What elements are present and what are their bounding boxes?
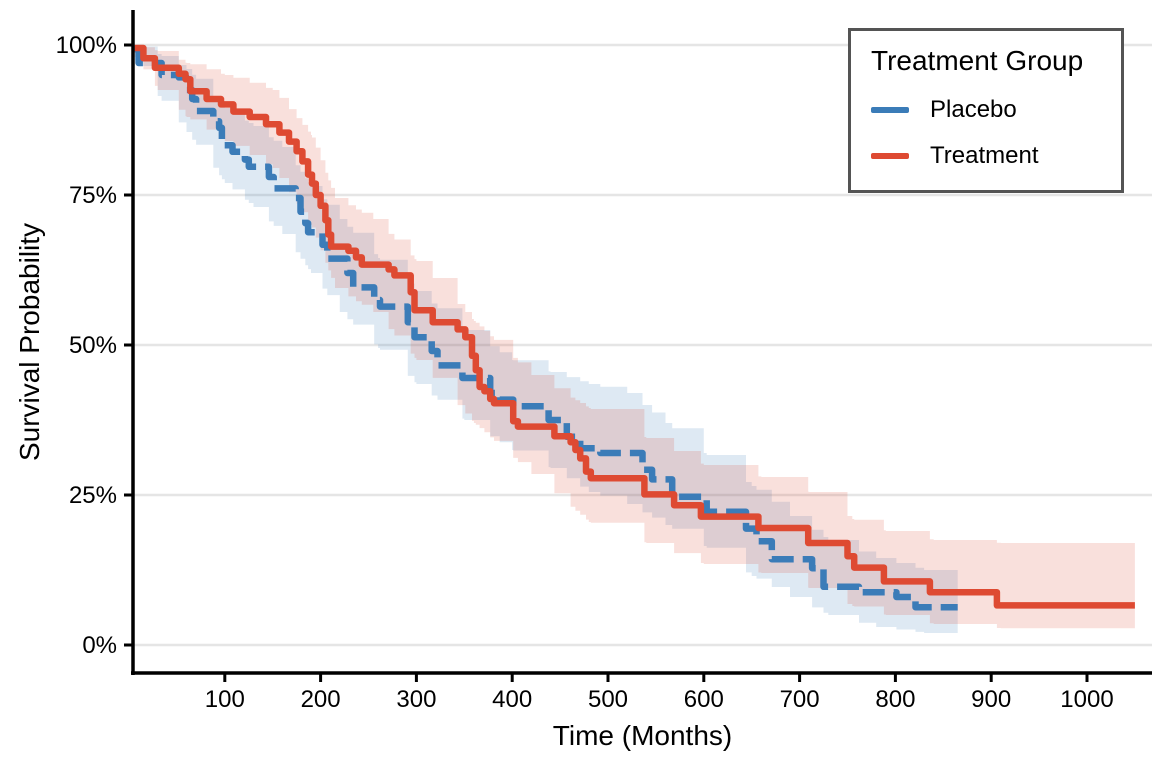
y-tick-label-100%: 100% bbox=[56, 32, 117, 59]
x-tick-label-400: 400 bbox=[492, 686, 532, 713]
legend-item-treatment: Treatment bbox=[871, 133, 1121, 179]
x-tick-label-200: 200 bbox=[301, 686, 341, 713]
legend-title: Treatment Group bbox=[871, 45, 1084, 76]
treatment-label: Treatment bbox=[930, 142, 1039, 169]
y-tick-label-75%: 75% bbox=[69, 182, 117, 209]
survival-curve-treatment bbox=[134, 44, 1135, 609]
legend-item-placebo: Placebo bbox=[871, 87, 1121, 133]
legend-box: Treatment Group Placebo Treatment bbox=[848, 28, 1124, 193]
x-axis-title: Time (Months) bbox=[552, 720, 733, 751]
x-tick-label-900: 900 bbox=[971, 686, 1011, 713]
placebo-label: Placebo bbox=[930, 96, 1017, 123]
x-tick-label-700: 700 bbox=[780, 686, 820, 713]
x-tick-label-300: 300 bbox=[396, 686, 436, 713]
x-tick-label-100: 100 bbox=[205, 686, 245, 713]
x-tick-label-600: 600 bbox=[684, 686, 724, 713]
y-tick-label-0%: 0% bbox=[82, 632, 117, 659]
x-tick-label-500: 500 bbox=[588, 686, 628, 713]
survival-curve-placebo bbox=[134, 45, 958, 611]
placebo-key-line bbox=[871, 107, 909, 113]
treatment-key-line bbox=[871, 153, 909, 159]
y-axis-title: Survival Probability bbox=[14, 222, 45, 462]
x-tick-label-800: 800 bbox=[875, 686, 915, 713]
y-tick-label-50%: 50% bbox=[69, 332, 117, 359]
y-tick-label-25%: 25% bbox=[69, 482, 117, 509]
confidence-band-placebo bbox=[134, 45, 958, 633]
x-tick-label-1000: 1000 bbox=[1060, 686, 1113, 713]
